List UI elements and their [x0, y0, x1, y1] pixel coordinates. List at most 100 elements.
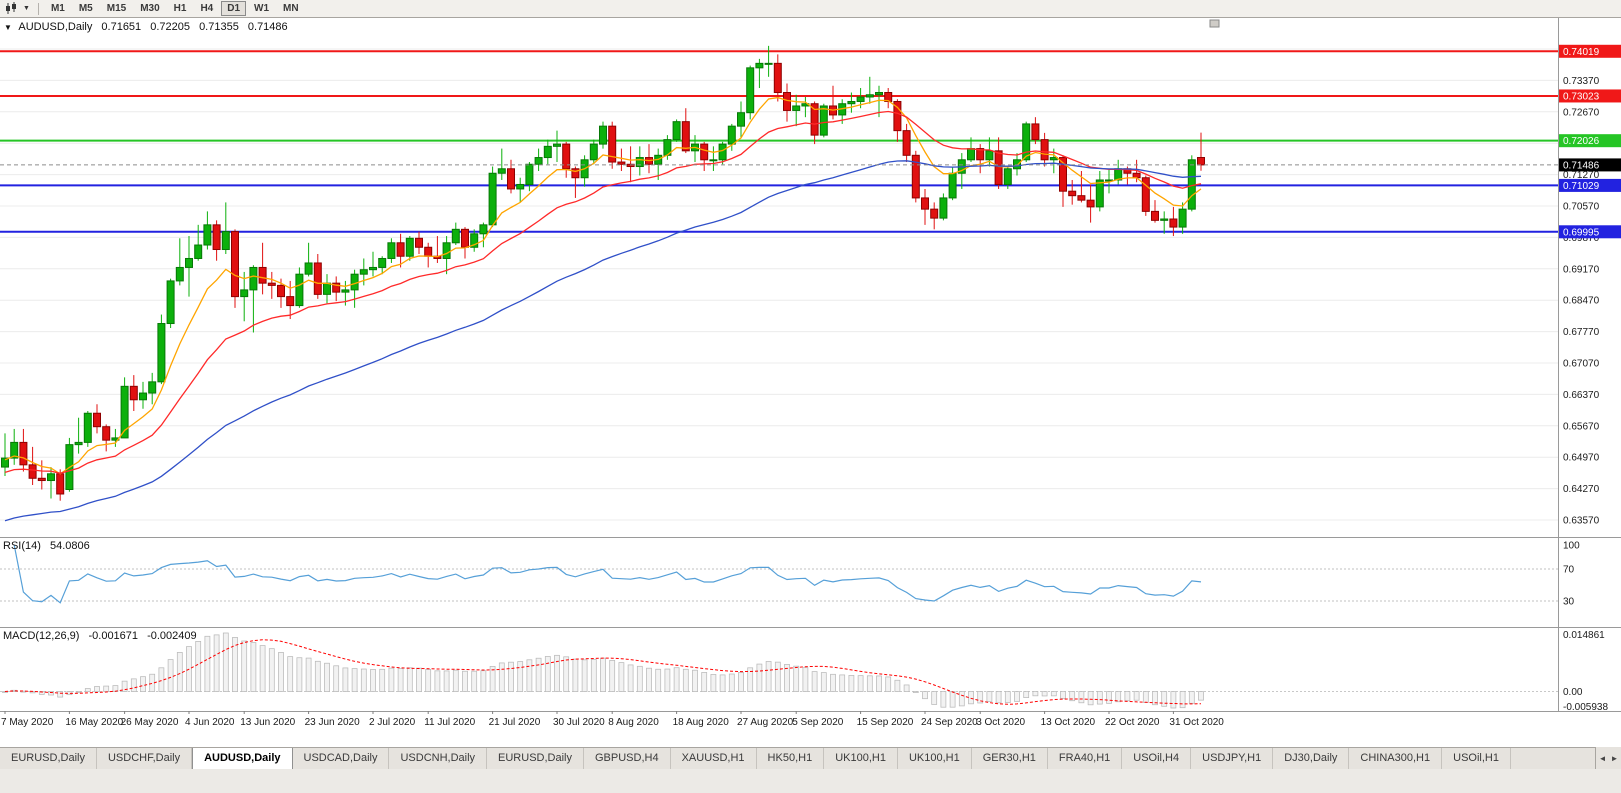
- tab-uk100-h1[interactable]: UK100,H1: [824, 748, 898, 769]
- tab-ger30-h1[interactable]: GER30,H1: [971, 748, 1048, 769]
- timeframe-d1-button[interactable]: D1: [221, 1, 247, 16]
- svg-text:0.64970: 0.64970: [1563, 453, 1600, 464]
- macd-histogram: [2, 632, 1204, 709]
- rsi-indicator-label: RSI(14) 54.0806: [3, 540, 96, 552]
- chart-tabbar: EURUSD,Daily USDCHF,Daily AUDUSD,Daily U…: [0, 747, 1621, 769]
- tabs-scroll-right-icon[interactable]: ►: [1610, 753, 1619, 763]
- svg-text:0.64270: 0.64270: [1563, 484, 1600, 495]
- svg-text:22 Oct 2020: 22 Oct 2020: [1105, 717, 1160, 728]
- level-badge-0.73023: [1559, 89, 1621, 103]
- macd-signal-value: -0.002409: [147, 630, 197, 642]
- timeframe-mn-button[interactable]: MN: [277, 1, 305, 16]
- tab-usdcnh-daily[interactable]: USDCNH,Daily: [389, 748, 488, 769]
- svg-text:0.00: 0.00: [1563, 687, 1583, 698]
- level-badge-0.72026: [1559, 134, 1621, 148]
- candlestick-chart-icon[interactable]: [5, 2, 18, 15]
- rsi-line: [13, 544, 1202, 604]
- svg-text:21 Jul 2020: 21 Jul 2020: [489, 717, 541, 728]
- svg-text:11 Jul 2020: 11 Jul 2020: [424, 717, 475, 728]
- tab-eurusd-daily-2[interactable]: EURUSD,Daily: [487, 748, 584, 769]
- ohlc-low: 0.71355: [199, 21, 239, 33]
- rsi-name: RSI(14): [3, 540, 41, 552]
- svg-text:4 Jun 2020: 4 Jun 2020: [185, 717, 235, 728]
- svg-text:0.73370: 0.73370: [1563, 76, 1600, 87]
- svg-text:7 May 2020: 7 May 2020: [1, 717, 54, 728]
- svg-text:0.72026: 0.72026: [1563, 136, 1600, 147]
- macd-signal-line: [4, 639, 1202, 705]
- svg-text:0.68470: 0.68470: [1563, 296, 1600, 307]
- chart-type-dropdown-caret-icon[interactable]: ▼: [23, 5, 30, 12]
- ma-slow-line: [4, 160, 1202, 522]
- svg-text:30 Jul 2020: 30 Jul 2020: [553, 717, 605, 728]
- svg-text:30: 30: [1563, 597, 1575, 608]
- svg-text:0.73023: 0.73023: [1563, 91, 1600, 102]
- svg-text:13 Jun 2020: 13 Jun 2020: [240, 717, 295, 728]
- tab-usoil-h1[interactable]: USOil,H1: [1442, 748, 1511, 769]
- svg-text:24 Sep 2020: 24 Sep 2020: [921, 717, 978, 728]
- svg-text:13 Oct 2020: 13 Oct 2020: [1041, 717, 1096, 728]
- tab-audusd-daily[interactable]: AUDUSD,Daily: [192, 748, 293, 769]
- tab-hk50-h1[interactable]: HK50,H1: [756, 748, 825, 769]
- tab-uk100-h1-2[interactable]: UK100,H1: [897, 748, 972, 769]
- tab-dj30-daily[interactable]: DJ30,Daily: [1273, 748, 1350, 769]
- svg-text:0.63570: 0.63570: [1563, 515, 1600, 526]
- macd-name: MACD(12,26,9): [3, 630, 80, 642]
- tab-scrollers: ◄ ►: [1595, 747, 1621, 769]
- tab-gbpusd-h4[interactable]: GBPUSD,H4: [584, 748, 671, 769]
- toolbar-separator: [37, 2, 39, 15]
- svg-text:0.71486: 0.71486: [1563, 160, 1600, 171]
- tab-usdchf-daily[interactable]: USDCHF,Daily: [96, 748, 193, 769]
- timeframe-m15-button[interactable]: M15: [101, 1, 132, 16]
- svg-text:16 May 2020: 16 May 2020: [65, 717, 123, 728]
- tab-china300-h1[interactable]: CHINA300,H1: [1349, 748, 1443, 769]
- chart-shift-marker[interactable]: [1209, 19, 1220, 28]
- svg-text:8 Aug 2020: 8 Aug 2020: [608, 717, 659, 728]
- svg-text:0.66370: 0.66370: [1563, 390, 1600, 401]
- svg-text:100: 100: [1563, 541, 1580, 552]
- svg-text:0.67770: 0.67770: [1563, 327, 1600, 338]
- rsi-value: 54.0806: [49, 540, 90, 552]
- level-badge-0.71029: [1559, 178, 1621, 192]
- tab-usdjpy-h1[interactable]: USDJPY,H1: [1191, 748, 1274, 769]
- bottom-strip: [0, 769, 1621, 793]
- svg-text:0.014861: 0.014861: [1563, 630, 1605, 641]
- timeframe-m30-button[interactable]: M30: [134, 1, 165, 16]
- timeframe-h1-button[interactable]: H1: [168, 1, 193, 16]
- svg-text:2 Jul 2020: 2 Jul 2020: [369, 717, 416, 728]
- svg-text:5 Sep 2020: 5 Sep 2020: [792, 717, 844, 728]
- timeframe-m1-button[interactable]: M1: [45, 1, 71, 16]
- svg-text:26 May 2020: 26 May 2020: [121, 717, 179, 728]
- svg-text:0.70570: 0.70570: [1563, 201, 1600, 212]
- svg-text:18 Aug 2020: 18 Aug 2020: [673, 717, 730, 728]
- macd-main-value: -0.001671: [88, 630, 139, 642]
- main-chart[interactable]: 0.740700.733700.726700.719700.712700.705…: [0, 18, 1621, 730]
- svg-text:23 Jun 2020: 23 Jun 2020: [305, 717, 360, 728]
- svg-text:70: 70: [1563, 565, 1575, 576]
- tab-usdcad-daily[interactable]: USDCAD,Daily: [292, 748, 390, 769]
- macd-indicator-label: MACD(12,26,9) -0.001671 -0.002409: [3, 630, 203, 642]
- tab-xauusd-h1[interactable]: XAUUSD,H1: [670, 748, 757, 769]
- timeframe-m5-button[interactable]: M5: [73, 1, 99, 16]
- tab-eurusd-daily[interactable]: EURUSD,Daily: [0, 748, 97, 769]
- chart-ohlc-header: ▼ AUDUSD,Daily 0.71651 0.72205 0.71355 0…: [4, 21, 294, 33]
- svg-text:0.72670: 0.72670: [1563, 107, 1600, 118]
- timeframe-toolbar: ▼ M1 M5 M15 M30 H1 H4 D1 W1 MN: [0, 0, 1621, 18]
- ohlc-high: 0.72205: [150, 21, 190, 33]
- timeframe-w1-button[interactable]: W1: [248, 1, 275, 16]
- svg-text:-0.005938: -0.005938: [1563, 702, 1608, 713]
- svg-text:15 Sep 2020: 15 Sep 2020: [857, 717, 914, 728]
- svg-text:0.71270: 0.71270: [1563, 170, 1600, 181]
- symbol-collapse-icon[interactable]: ▼: [4, 23, 12, 32]
- tab-usoil-h4[interactable]: USOil,H4: [1122, 748, 1192, 769]
- tabs-scroll-left-icon[interactable]: ◄: [1598, 753, 1607, 763]
- level-badge-0.74019: [1559, 44, 1621, 58]
- svg-text:27 Aug 2020: 27 Aug 2020: [737, 717, 794, 728]
- timeframe-h4-button[interactable]: H4: [194, 1, 219, 16]
- horizontal-level-lines: [0, 50, 1558, 233]
- price-level-badges: 0.74019 0.73023 0.72026 0.71029 0.69995 0.714…: [1559, 44, 1621, 239]
- svg-text:0.74019: 0.74019: [1563, 47, 1600, 58]
- svg-text:3 Oct 2020: 3 Oct 2020: [976, 717, 1025, 728]
- tab-fra40-h1[interactable]: FRA40,H1: [1047, 748, 1123, 769]
